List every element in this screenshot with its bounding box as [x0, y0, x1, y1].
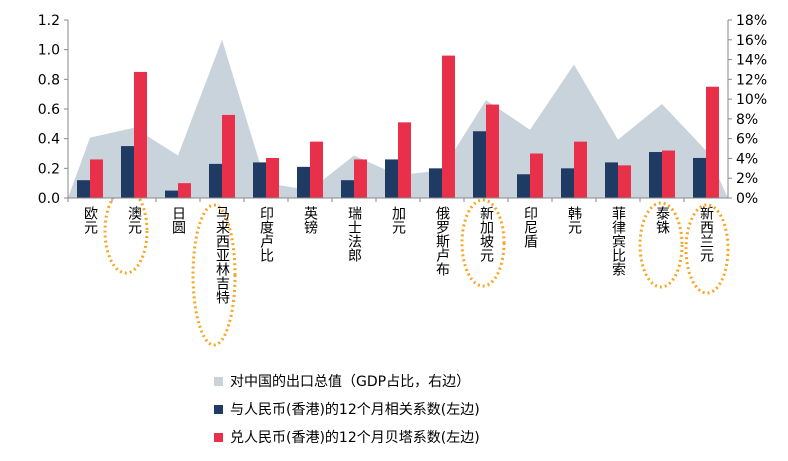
y2-tick-label: 4% [736, 151, 758, 167]
bar [310, 141, 323, 198]
y-tick-label: 1.0 [38, 43, 60, 59]
highlight-ellipses [103, 187, 730, 347]
x-tick-label: 印度卢比 [258, 206, 274, 262]
y2-tick-label: 8% [736, 112, 758, 128]
x-tick-label: 日圆 [170, 206, 186, 234]
y2-tick-label: 12% [736, 72, 767, 88]
bar [134, 71, 147, 198]
x-tick-label: 马来西亚林吉特 [214, 206, 230, 304]
legend-swatch [214, 405, 223, 414]
bar [165, 190, 178, 198]
bar [662, 150, 675, 198]
highlight [638, 201, 684, 289]
x-tick-label: 新加坡元 [478, 206, 494, 263]
bar [90, 159, 103, 198]
y-tick-label: 0.6 [38, 102, 60, 118]
highlight [684, 203, 730, 295]
y2-tick-label: 0% [736, 191, 758, 207]
x-tick-label: 欧元 [82, 206, 98, 235]
bar [398, 122, 411, 198]
x-tick-label: 新西兰元 [698, 206, 714, 263]
y2-tick-label: 14% [736, 53, 767, 69]
highlight [460, 198, 506, 288]
y-tick-label: 1.2 [38, 13, 60, 29]
y2-tick-label: 2% [736, 171, 758, 187]
bar [266, 157, 279, 198]
bar [605, 162, 618, 198]
bar [385, 159, 398, 198]
x-tick-label: 印尼盾 [522, 206, 538, 248]
bar [649, 152, 662, 198]
y-tick-label: 0.2 [38, 161, 60, 177]
bar [706, 86, 719, 198]
bar [341, 180, 354, 198]
bar [297, 166, 310, 198]
bar [253, 162, 266, 198]
x-tick-label: 英镑 [302, 205, 318, 234]
bar [618, 165, 631, 198]
y-tick-label: 0.8 [38, 72, 60, 88]
y2-tick-label: 10% [736, 92, 767, 108]
bar [561, 168, 574, 198]
bar [354, 159, 367, 198]
x-tick-label: 澳元 [126, 206, 142, 235]
bar [178, 183, 191, 198]
x-tick-label: 菲律宾比索 [610, 206, 626, 276]
x-tick-label: 瑞士法郎 [346, 206, 362, 262]
highlight [103, 187, 149, 275]
bar [473, 131, 486, 198]
y2-tick-label: 6% [736, 132, 758, 148]
y2-tick-label: 16% [736, 33, 767, 49]
x-tick-label: 俄罗斯卢布 [434, 206, 450, 276]
x-tick-label: 泰铢 [654, 206, 670, 234]
x-tick-label: 韩元 [566, 206, 582, 235]
bar [442, 55, 455, 198]
bar [209, 163, 222, 198]
bar [429, 168, 442, 198]
bar [222, 114, 235, 198]
legend-label: 与人民币(香港)的12个月相关系数(左边) [230, 402, 480, 418]
y-tick-label: 0.4 [38, 132, 60, 148]
bar [486, 104, 499, 198]
legend-swatch [214, 377, 223, 386]
bar [693, 157, 706, 198]
y-tick-label: 0.0 [38, 191, 60, 207]
bar [574, 141, 587, 198]
bar [121, 146, 134, 198]
legend-swatch [214, 433, 223, 442]
legend-label: 兑人民币(香港)的12个月贝塔系数(左边) [230, 430, 480, 446]
x-tick-label: 加元 [390, 206, 406, 235]
bar [77, 180, 90, 198]
highlight [191, 203, 237, 347]
bar [517, 174, 530, 198]
y2-tick-label: 18% [736, 13, 767, 29]
legend-label: 对中国的出口总值（GDP占比，右边） [230, 374, 470, 390]
bar [530, 153, 543, 198]
